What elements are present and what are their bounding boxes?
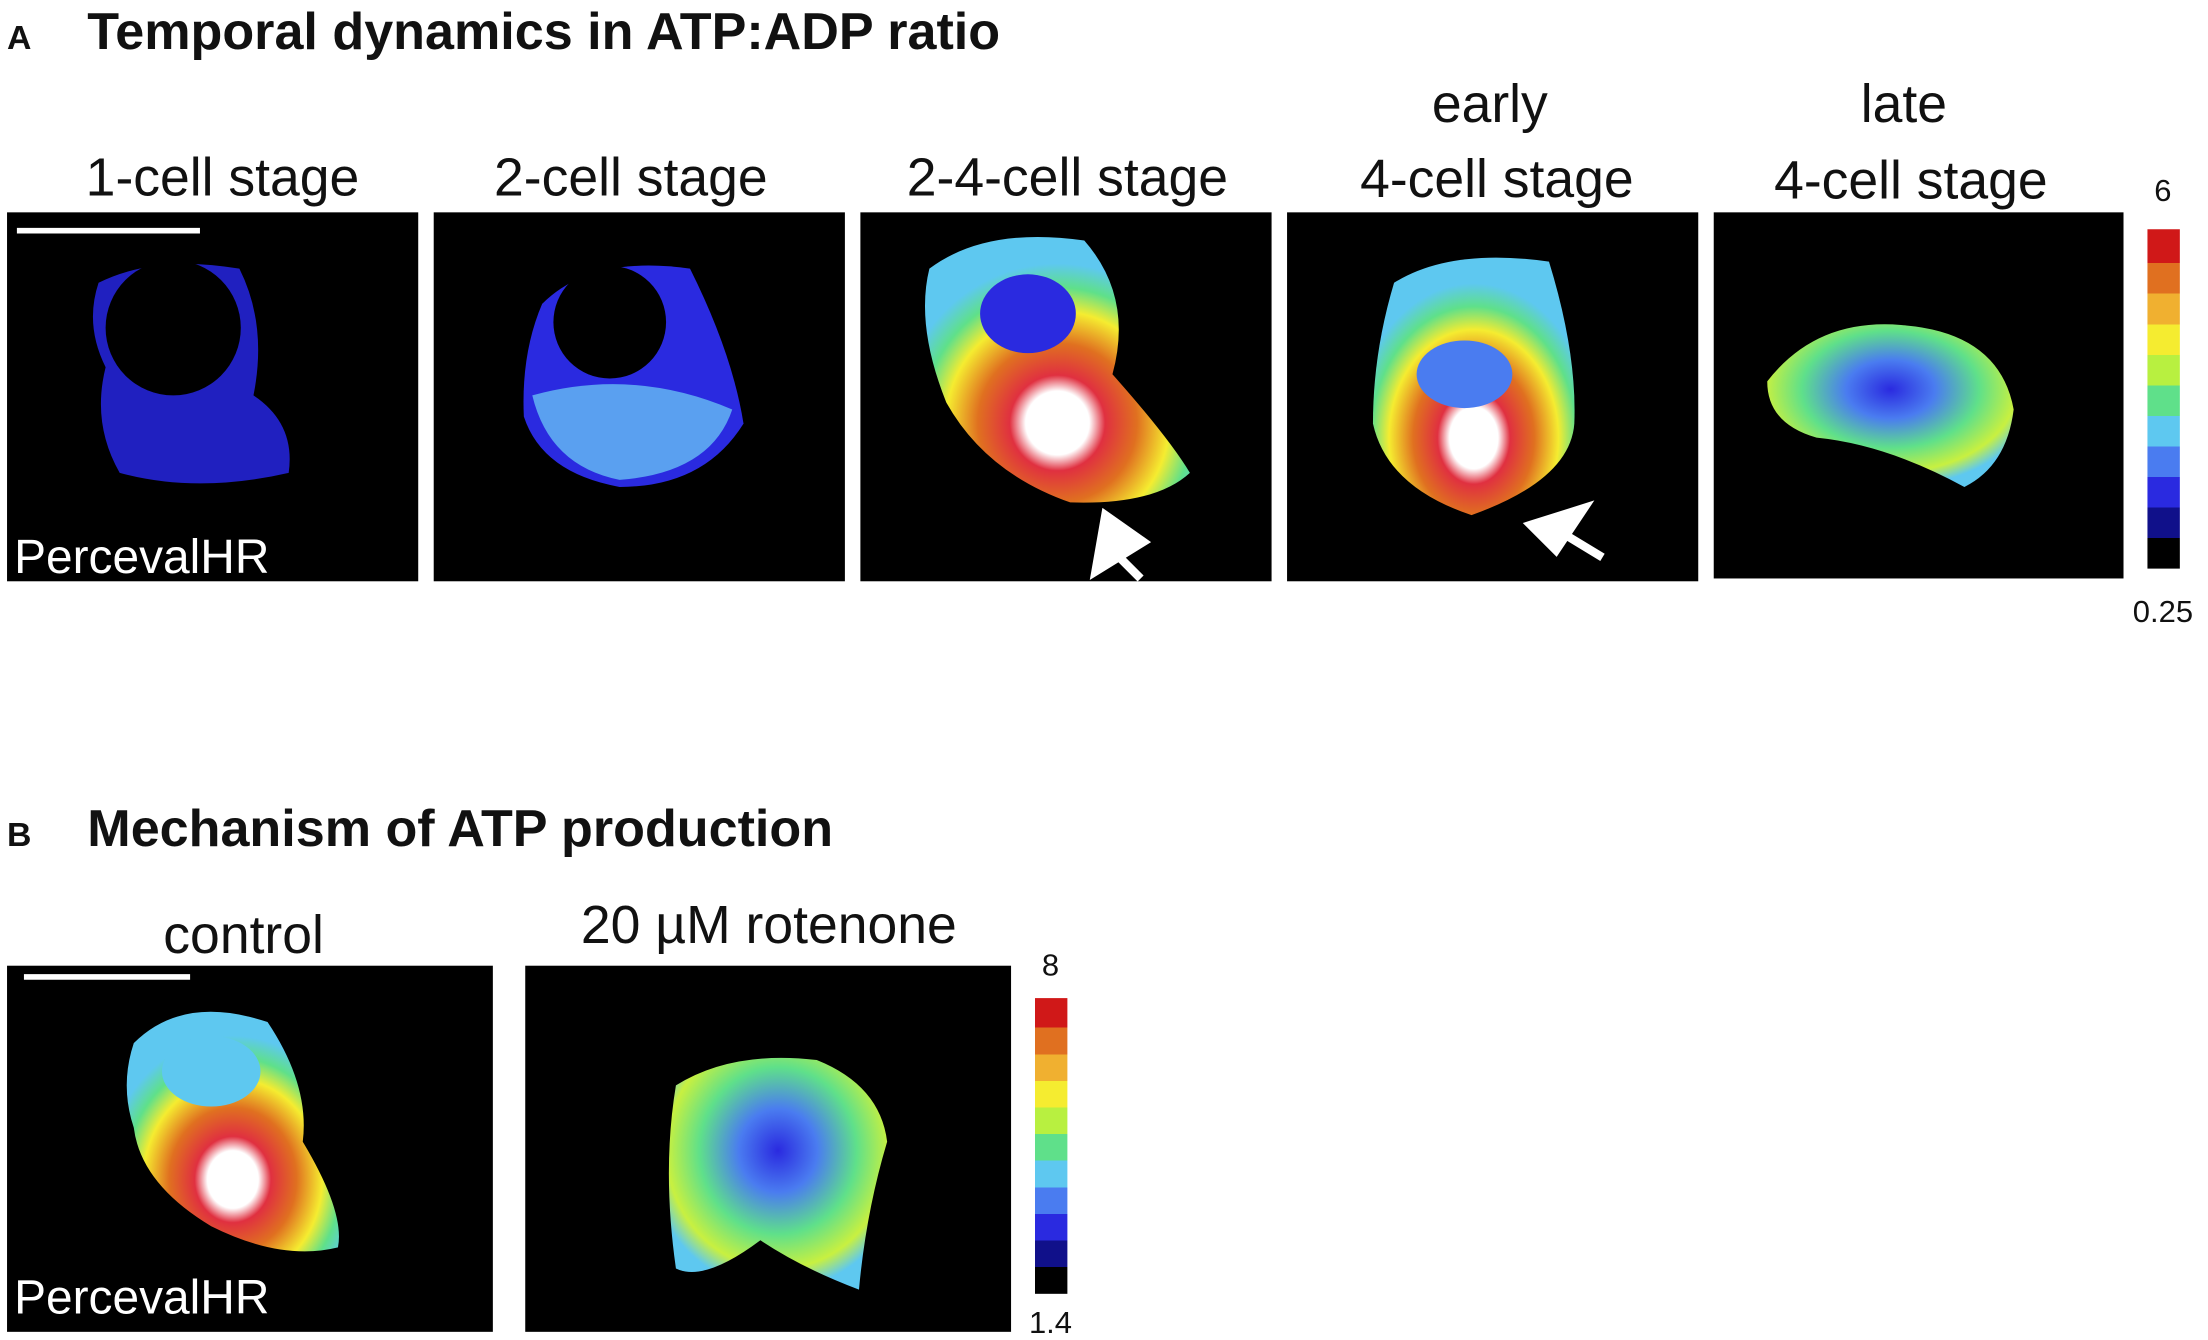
image-label: early [1432, 75, 1548, 134]
colorbar-max: 6 [2154, 173, 2171, 208]
micrograph [433, 212, 845, 582]
micrograph: PercevalHR [7, 212, 419, 584]
micrograph [1287, 212, 1699, 582]
image-label: control [163, 906, 324, 965]
image-label: 20 µM rotenone [581, 896, 957, 955]
micrograph [1713, 212, 2124, 579]
overlay-label: PercevalHR [14, 531, 269, 584]
colorbar: 6 0.25 [2133, 173, 2193, 629]
colorbar-max: 8 [1042, 948, 1059, 983]
panel-title: Mechanism of ATP production [87, 800, 833, 858]
micrograph: PercevalHR [7, 965, 493, 1332]
image-label: 4-cell stage [1774, 151, 2048, 210]
image-label: 4-cell stage [1360, 150, 1634, 209]
overlay-label: PercevalHR [14, 1272, 269, 1325]
image-label: 2-4-cell stage [907, 148, 1228, 207]
micrograph [525, 965, 1012, 1332]
panel-letter: A [7, 19, 31, 57]
panel-title: Temporal dynamics in ATP:ADP ratio [87, 3, 1000, 61]
micrograph [860, 212, 1272, 582]
colorbar-min: 0.25 [2133, 594, 2193, 629]
image-label: 2-cell stage [494, 148, 768, 207]
image-label: late [1861, 75, 1947, 134]
panel-letter: B [7, 816, 31, 854]
colorbar: 8 1.4 [1029, 948, 1072, 1340]
colorbar-min: 1.4 [1029, 1305, 1072, 1340]
image-label: 1-cell stage [86, 148, 360, 207]
